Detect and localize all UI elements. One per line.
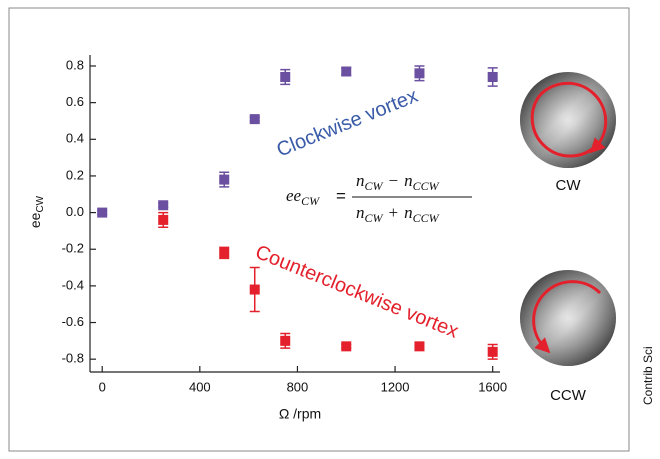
marker bbox=[250, 114, 260, 124]
y-tick-label: 0.8 bbox=[66, 57, 84, 72]
point bbox=[280, 334, 290, 349]
y-tick-label: -0.6 bbox=[62, 314, 84, 329]
y-tick-label: 0.2 bbox=[66, 167, 84, 182]
marker bbox=[158, 200, 168, 210]
formula-denominator: nCW+nCCW bbox=[356, 203, 440, 225]
formula-text: CW bbox=[365, 211, 384, 225]
y-tick-label: 0.6 bbox=[66, 94, 84, 109]
point bbox=[219, 172, 229, 187]
marker bbox=[488, 72, 498, 82]
marker bbox=[488, 347, 498, 357]
marker bbox=[158, 215, 168, 225]
point bbox=[280, 70, 290, 85]
y-tick-label: -0.4 bbox=[62, 277, 84, 292]
chart: CW CCW Contrib Sci Ω /rpm eeCW 0.80.60.4… bbox=[0, 0, 660, 459]
x-tick-label: 1200 bbox=[381, 379, 410, 394]
y-tick-label: 0.0 bbox=[66, 204, 84, 219]
point bbox=[341, 341, 351, 351]
y-tick-label: 0.4 bbox=[66, 131, 84, 146]
formula-text: ee bbox=[286, 186, 302, 205]
marker bbox=[280, 336, 290, 346]
point bbox=[219, 247, 229, 258]
formula-text: + bbox=[389, 203, 399, 222]
point bbox=[250, 268, 260, 312]
y-axis-label: eeCW bbox=[27, 195, 46, 228]
x-tick-label: 1600 bbox=[478, 379, 507, 394]
point bbox=[414, 341, 424, 351]
series-label: Clockwise vortex bbox=[274, 85, 421, 162]
marker bbox=[341, 66, 351, 76]
disk-label: CW bbox=[556, 177, 582, 194]
formula-numerator: nCW−nCCW bbox=[356, 171, 440, 193]
y-tick-label: -0.2 bbox=[62, 241, 84, 256]
point bbox=[414, 66, 424, 81]
disk-cw bbox=[520, 72, 616, 168]
x-axis-label: Ω /rpm bbox=[279, 406, 321, 422]
x-tick-label: 0 bbox=[99, 379, 106, 394]
formula-text: − bbox=[389, 171, 399, 190]
formula-text: CCW bbox=[413, 179, 440, 193]
marker bbox=[97, 208, 107, 218]
y-tick-label: -0.8 bbox=[62, 351, 84, 366]
formula-text: n bbox=[356, 171, 365, 190]
point bbox=[158, 213, 168, 228]
formula-lhs: eeCW bbox=[286, 186, 320, 208]
point bbox=[488, 345, 498, 360]
formula-text: n bbox=[404, 171, 413, 190]
point bbox=[341, 66, 351, 76]
point bbox=[97, 208, 107, 218]
marker bbox=[280, 72, 290, 82]
marker bbox=[414, 341, 424, 351]
marker bbox=[341, 341, 351, 351]
point bbox=[158, 200, 168, 210]
x-tick-label: 400 bbox=[189, 379, 211, 394]
series-label: Counterclockwise vortex bbox=[252, 241, 461, 343]
marker bbox=[219, 175, 229, 185]
formula-text: = bbox=[336, 186, 346, 205]
point bbox=[250, 114, 260, 124]
point bbox=[488, 68, 498, 86]
marker bbox=[414, 68, 424, 78]
disk-ccw bbox=[520, 270, 616, 366]
disk-label: CCW bbox=[550, 387, 587, 404]
marker bbox=[250, 285, 260, 295]
marker bbox=[219, 248, 229, 258]
formula-text: CW bbox=[301, 194, 320, 208]
formula-text: n bbox=[404, 203, 413, 222]
formula-text: CW bbox=[365, 179, 384, 193]
formula-text: n bbox=[356, 203, 365, 222]
formula-text: CCW bbox=[413, 211, 440, 225]
credit: Contrib Sci bbox=[641, 346, 655, 405]
x-tick-label: 800 bbox=[287, 379, 309, 394]
